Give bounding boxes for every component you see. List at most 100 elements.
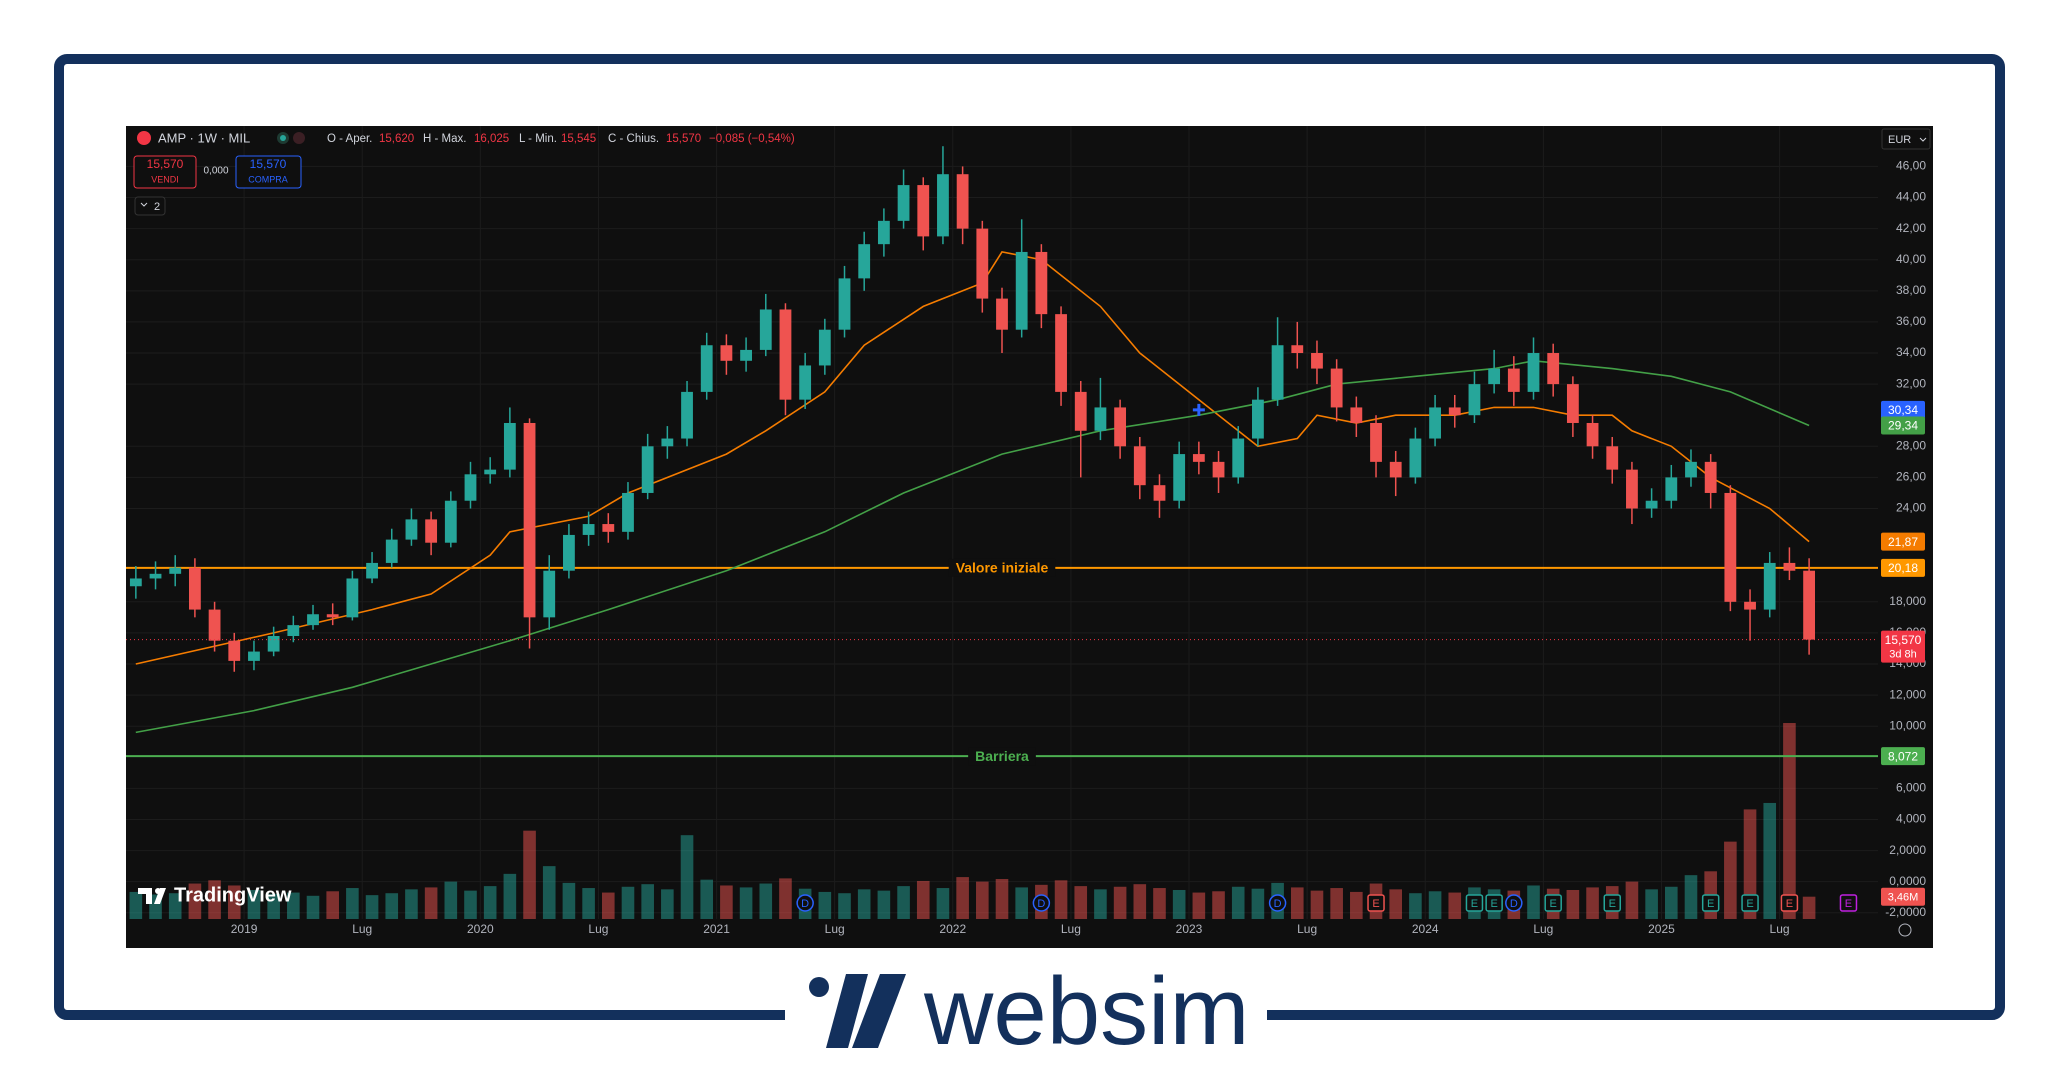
level-label: Barriera [975, 748, 1029, 764]
volume-bar [1350, 891, 1363, 919]
candle-body [1094, 407, 1107, 431]
candle-body [1409, 438, 1422, 478]
open-label: O - Aper. [327, 133, 372, 145]
candle-body [523, 422, 536, 618]
candle-body [1566, 384, 1579, 423]
axis-label-box [1881, 630, 1925, 663]
event-label: E [1786, 898, 1793, 910]
candle-body [1448, 407, 1461, 416]
settings-icon[interactable] [1898, 923, 1912, 937]
volume-bar [306, 895, 320, 919]
volume-bar [188, 883, 202, 919]
volume-bar [916, 880, 930, 919]
x-tick-label: 2019 [231, 922, 258, 936]
candle-body [838, 278, 851, 330]
candle-body [149, 573, 162, 579]
level-label-bg [948, 558, 1056, 577]
y-tick-label: 42,00 [1896, 221, 1926, 235]
candle-body [818, 329, 831, 366]
sell-button[interactable] [133, 155, 197, 189]
candle-body [1055, 314, 1067, 392]
y-tick-label: 38,00 [1896, 283, 1926, 297]
volume-bar [680, 835, 694, 919]
volume-bar [542, 866, 556, 919]
candle-body [1192, 454, 1205, 462]
volume-bar [129, 891, 143, 919]
candle-body [1704, 461, 1717, 493]
y-tick-label: 0,0000 [1889, 874, 1926, 888]
volume-bar [1172, 889, 1186, 919]
buy-button[interactable] [235, 155, 302, 189]
axis-label: 30,34 [1888, 403, 1918, 417]
volume-bar [700, 879, 714, 919]
volume-bar [995, 879, 1009, 919]
y-tick-label: 2,0000 [1889, 843, 1926, 857]
volume-bar [1586, 887, 1599, 919]
brand-icon-dot [155, 888, 161, 894]
volume-bar [405, 889, 418, 919]
volume-bar [168, 893, 182, 919]
candle-body [681, 391, 693, 439]
volume-bar [582, 888, 595, 919]
y-tick-label: 40,00 [1896, 252, 1926, 266]
x-tick-label: Lug [1770, 922, 1790, 936]
axis-label-box [1881, 887, 1925, 906]
close-value: 15,570 [666, 133, 701, 145]
x-tick-label: Lug [825, 922, 845, 936]
candle-body [1153, 485, 1166, 501]
event-icon [1701, 894, 1720, 912]
volume-bar [1251, 888, 1265, 919]
buy-price: 15,570 [250, 157, 287, 171]
y-tick-label: 46,00 [1896, 159, 1926, 173]
volume-bar [621, 886, 635, 919]
brand: TradingView [174, 884, 292, 906]
event-icon [1839, 894, 1858, 912]
volume-bar [1113, 886, 1127, 919]
volume-bar [1389, 889, 1403, 919]
logo-stroke [826, 974, 868, 1048]
x-tick-label: Lug [588, 922, 608, 936]
candle-body [287, 625, 300, 637]
candle-body [464, 474, 477, 501]
event-icon [1544, 894, 1562, 912]
y-tick-label: 6,000 [1896, 781, 1926, 795]
candle-body [956, 174, 969, 229]
volume-bar [1094, 889, 1107, 919]
axis-label: 15,570 [1885, 633, 1922, 647]
axis-label: 21,87 [1888, 535, 1918, 549]
volume-bar [661, 889, 674, 919]
volume-bar [1665, 886, 1678, 919]
candle-body [1488, 368, 1501, 385]
volume-bar [424, 887, 438, 919]
candle-body [1803, 570, 1816, 640]
candle-body [1645, 500, 1658, 509]
candle-body [1133, 446, 1146, 486]
cross-marker [1192, 403, 1205, 416]
axis-label: 8,072 [1888, 749, 1918, 763]
symbol-logo [137, 131, 151, 145]
candle-body [1429, 407, 1441, 439]
candle-body [1271, 345, 1284, 400]
volume-bar [1566, 889, 1580, 919]
candle-body [602, 524, 615, 532]
volume-bar [503, 873, 517, 919]
candle-body [1389, 461, 1402, 478]
volume-bar [1074, 886, 1088, 919]
event-icon [1367, 894, 1385, 912]
candle-body [1665, 477, 1678, 501]
volume-bar [267, 893, 280, 919]
event-label: D [1037, 898, 1045, 910]
volume-bar [1310, 890, 1324, 919]
candle-body [799, 365, 812, 400]
currency-select[interactable] [1881, 128, 1931, 150]
volume-bar [1428, 891, 1442, 919]
candle-body [897, 185, 910, 221]
volume-bar [641, 884, 654, 919]
event-label: E [1471, 898, 1478, 910]
indicator-toggle[interactable] [134, 196, 166, 216]
candle-body [129, 578, 142, 587]
candle-body [1252, 399, 1264, 439]
low-value: 15,545 [561, 133, 596, 145]
